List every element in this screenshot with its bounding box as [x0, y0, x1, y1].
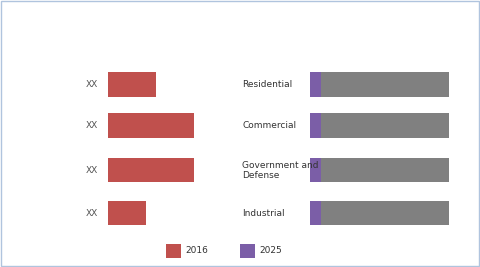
Bar — [108, 201, 146, 225]
Bar — [108, 72, 156, 97]
Bar — [321, 113, 449, 138]
Text: XX: XX — [86, 121, 98, 130]
Bar — [321, 72, 449, 97]
Bar — [310, 201, 321, 225]
Text: Global Automatic Vehicle Identification (AVI) Systems Market
Revenue Share, By E: Global Automatic Vehicle Identification … — [55, 13, 359, 33]
Bar — [108, 158, 194, 183]
Text: Government and
Defense: Government and Defense — [242, 161, 319, 180]
Bar — [321, 158, 449, 183]
Bar — [310, 72, 321, 97]
Text: XX: XX — [86, 209, 98, 218]
Text: 2016: 2016 — [185, 246, 208, 255]
Text: Residential: Residential — [242, 80, 293, 89]
Bar — [310, 113, 321, 138]
Bar — [108, 113, 194, 138]
Text: Industrial: Industrial — [242, 209, 285, 218]
Text: XX: XX — [86, 166, 98, 175]
Text: FIG. 1: FIG. 1 — [7, 19, 37, 28]
Text: XX: XX — [86, 80, 98, 89]
Bar — [166, 244, 181, 258]
Bar — [310, 158, 321, 183]
Bar — [240, 244, 255, 258]
Text: 2025: 2025 — [259, 246, 282, 255]
Bar — [321, 201, 449, 225]
Text: Commercial: Commercial — [242, 121, 297, 130]
